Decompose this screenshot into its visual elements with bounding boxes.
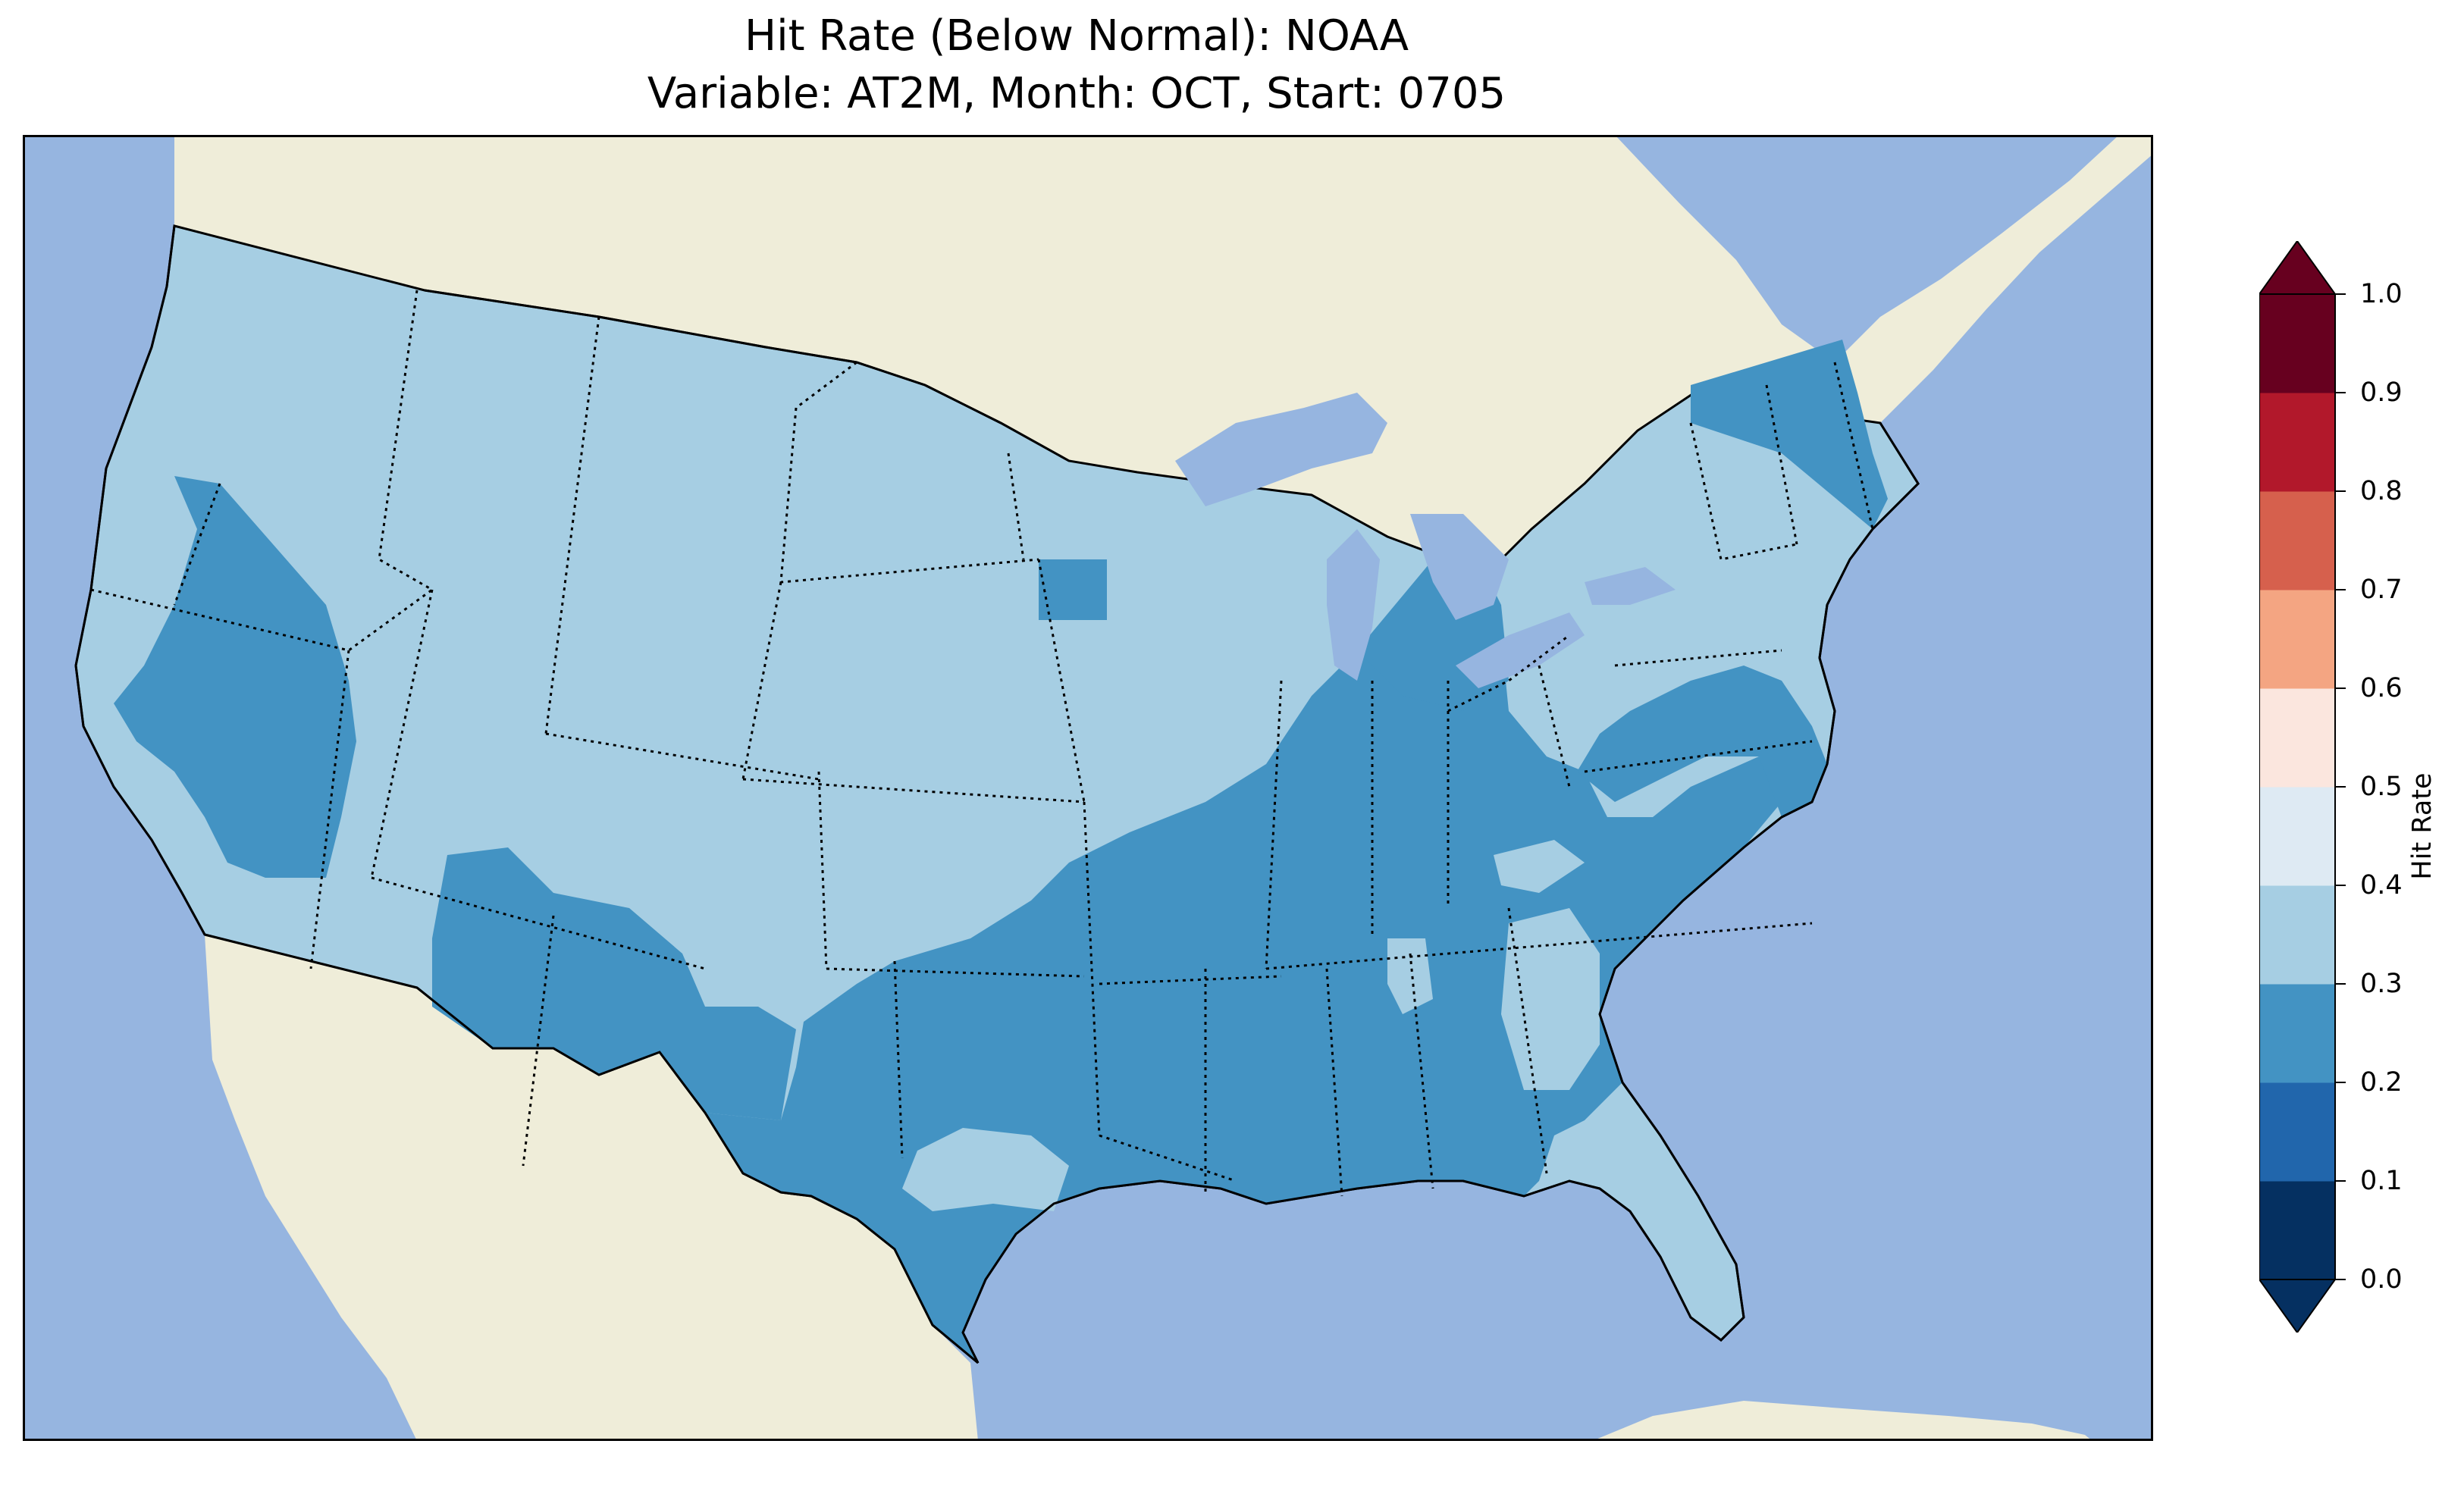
southwest-area [432, 847, 796, 1120]
colorbar-bins [2259, 294, 2335, 1280]
lake-superior [1175, 393, 1387, 506]
california-nevada-area [114, 476, 356, 878]
chart-title: Hit Rate (Below Normal): NOAA [744, 11, 1409, 61]
colorbar [2259, 241, 2346, 1333]
map-frame [23, 135, 2153, 1441]
lake-huron [1410, 514, 1509, 620]
minnesota-area [1039, 559, 1107, 620]
coastlines [74, 225, 1920, 1364]
colorbar-tick-label: 0.9 [2360, 377, 2403, 408]
colorbar-bin [2259, 984, 2335, 1083]
colorbar-tick-label: 0.4 [2360, 870, 2403, 900]
colorbar-tick-label: 0.0 [2360, 1264, 2403, 1295]
hit-rate-03-04-patches [902, 840, 1600, 1211]
great-lakes [1175, 393, 1676, 688]
colorbar-tick-label: 0.2 [2360, 1067, 2403, 1098]
baja-land [205, 935, 432, 1386]
colorbar-tick-label: 0.7 [2360, 575, 2403, 605]
colorbar-tick-label: 0.3 [2360, 969, 2403, 999]
state-borders [90, 290, 1874, 1197]
colorbar-bin [2259, 590, 2335, 689]
colorbar-bin [2259, 885, 2335, 985]
colorbar-extend-min [2259, 1279, 2337, 1333]
tennessee-patch [1494, 840, 1585, 893]
colorbar-extend-max [2259, 241, 2337, 295]
us-map [23, 135, 2153, 1441]
colorbar-bin [2259, 787, 2335, 886]
mid-atlantic-area [1577, 666, 1827, 817]
caribbean-land [1592, 1401, 2093, 1441]
colorbar-tick-label: 0.5 [2360, 772, 2403, 802]
colorbar-bin [2259, 1082, 2335, 1182]
new-england-area [1691, 340, 1888, 529]
canada-land [174, 135, 2153, 559]
colorbar-tick-label: 0.6 [2360, 673, 2403, 703]
colorbar-label: Hit Rate [2407, 772, 2437, 880]
georgia-patch [1501, 908, 1600, 1090]
colorbar-tick-label: 1.0 [2360, 279, 2403, 309]
colorbar-bin [2259, 393, 2335, 492]
lake-erie [1456, 612, 1585, 688]
colorbar-tick-label: 0.1 [2360, 1166, 2403, 1196]
colorbar-tick-label: 0.8 [2360, 476, 2403, 506]
colorbar-bin [2259, 491, 2335, 590]
colorbar-bin [2259, 1181, 2335, 1280]
lake-ontario [1585, 567, 1676, 605]
alabama-patch [1387, 938, 1433, 1014]
lake-michigan [1327, 529, 1380, 681]
texas-patch [902, 1128, 1069, 1211]
colorbar-bin [2259, 294, 2335, 393]
chart-subtitle: Variable: AT2M, Month: OCT, Start: 0705 [647, 69, 1506, 118]
colorbar-bin [2259, 688, 2335, 788]
colorbar-ticks [2335, 293, 2346, 1280]
